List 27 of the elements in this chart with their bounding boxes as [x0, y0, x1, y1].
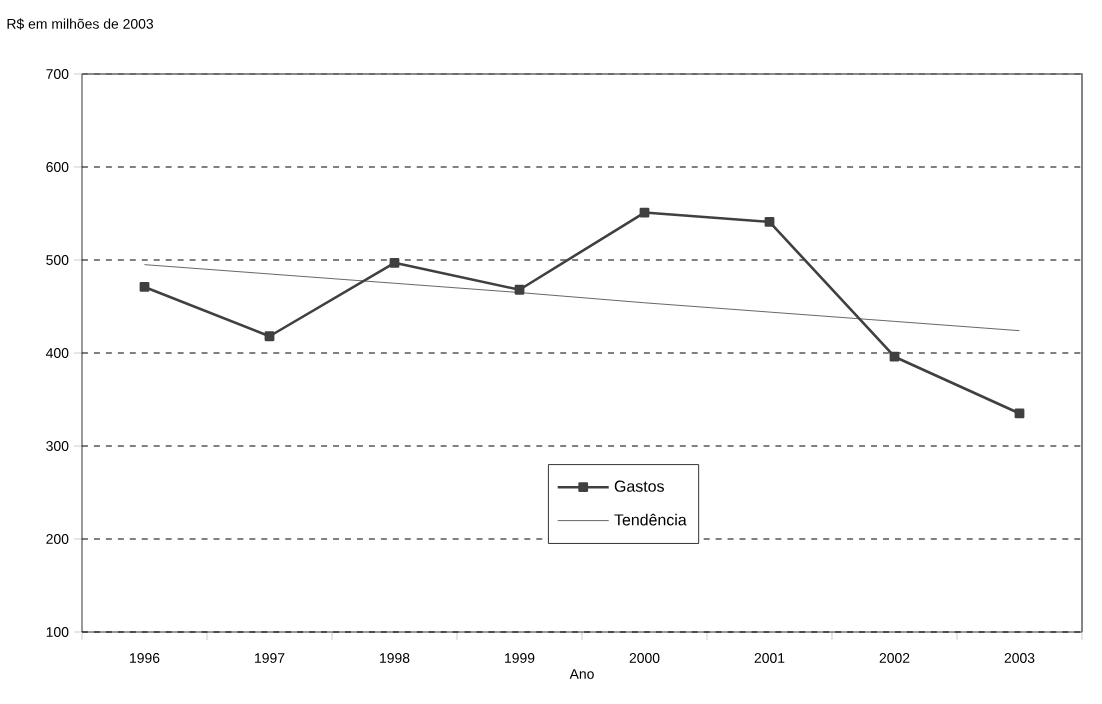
- y-tick-label: 300: [46, 441, 69, 451]
- point: [1014, 408, 1025, 419]
- y-tick-label: 100: [46, 627, 69, 637]
- point: [264, 331, 275, 342]
- point: [639, 207, 650, 218]
- x-tick-label: 1996: [130, 653, 160, 663]
- x-axis-title: Ano: [569, 669, 594, 679]
- x-tick-label: 2002: [879, 653, 910, 663]
- x-tick-label: 1997: [255, 653, 285, 663]
- legend-label: Tendência: [614, 513, 687, 526]
- x-tick-label: 2000: [629, 653, 660, 663]
- y-tick-label: 700: [46, 69, 69, 79]
- y-tick-label: 200: [46, 534, 69, 544]
- y-tick-label: 400: [45, 348, 69, 358]
- legend-label: Gastos: [614, 480, 664, 492]
- x-tick-label: 1998: [380, 653, 410, 663]
- point: [139, 282, 150, 292]
- y-tick-label: 600: [46, 162, 69, 172]
- point: [764, 216, 775, 227]
- x-tick-label: 2001: [754, 653, 785, 663]
- point: [889, 351, 900, 362]
- y-axis-title: R$ em milhões de 2003: [7, 18, 154, 30]
- x-tick-label: 2003: [1004, 653, 1035, 663]
- point: [514, 284, 525, 295]
- point: [389, 257, 400, 268]
- y-tick-label: 500: [46, 255, 69, 265]
- x-tick-label: 1999: [505, 653, 535, 663]
